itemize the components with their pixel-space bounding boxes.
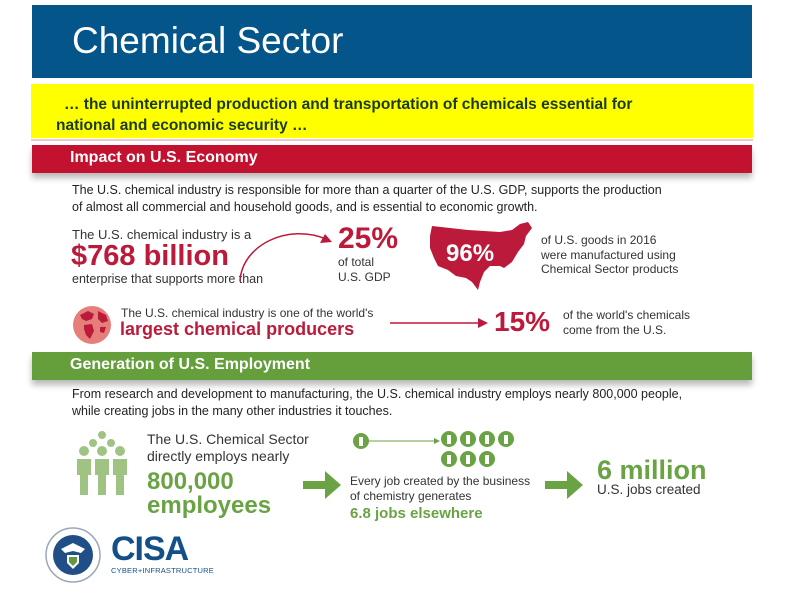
tagline: … the uninterrupted production and trans… <box>56 94 746 136</box>
producer-highlight: largest chemical producers <box>120 319 355 339</box>
industry-value: $768 billion <box>71 240 229 272</box>
title-bar <box>32 5 752 78</box>
world-text: of the world's chemicals come from the U… <box>563 308 690 337</box>
green-arrow-icon <box>303 471 341 499</box>
world-percent: 15% <box>494 306 551 337</box>
employment-intro: From research and development to manufac… <box>72 386 682 419</box>
total-jobs-label: U.S. jobs created <box>597 482 701 497</box>
employment-section-header: Generation of U.S. Employment <box>32 352 752 380</box>
goods-text: of U.S. goods in 2016 were manufactured … <box>541 233 678 277</box>
goods-line-3: Chemical Sector products <box>541 262 679 276</box>
tagline-line-2: national and economic security … <box>56 117 308 134</box>
tagline-line-1: … the uninterrupted production and trans… <box>64 96 633 113</box>
economy-intro-line-1: The U.S. chemical industry is responsibl… <box>72 183 662 197</box>
goods-line-2: were manufactured using <box>541 247 676 262</box>
green-arrow-icon <box>545 471 583 499</box>
economy-intro: The U.S. chemical industry is responsibl… <box>72 182 662 215</box>
cisa-subtitle: CYBER+INFRASTRUCTURE <box>111 566 214 575</box>
employment-intro-line-1: From research and development to manufac… <box>72 387 683 401</box>
world-line-2: come from the U.S. <box>563 322 667 337</box>
economy-section-title: Impact on U.S. Economy <box>70 149 258 166</box>
every-job-line-2: of chemistry generates <box>350 488 472 503</box>
total-jobs-value: 6 million <box>597 455 707 485</box>
every-job-line-1: Every job created by the business <box>350 474 531 488</box>
gdp-label-line-2: U.S. GDP <box>338 269 391 284</box>
sector-text: The U.S. Chemical Sector directly employ… <box>147 431 309 465</box>
page-title: Chemical Sector <box>72 20 344 61</box>
economy-section-header: Impact on U.S. Economy <box>32 145 752 173</box>
usa-map-icon <box>430 222 532 290</box>
dhs-seal-icon <box>45 527 101 583</box>
sector-line-2: directly employs nearly <box>147 448 290 464</box>
gdp-label: of total U.S. GDP <box>338 255 391 284</box>
employees-count: 800,000 employees <box>147 470 271 518</box>
industry-suffix: enterprise that supports more than <box>72 272 264 286</box>
goods-line-1: of U.S. goods in 2016 <box>541 233 657 247</box>
people-group-icon <box>77 431 127 495</box>
industry-label: The U.S. chemical industry is a <box>72 227 252 242</box>
globe-icon <box>73 306 111 344</box>
arrow-right-icon <box>390 318 488 328</box>
jobs-elsewhere: 6.8 jobs elsewhere <box>350 505 483 522</box>
gdp-label-line-1: of total <box>338 255 375 269</box>
sector-line-1: The U.S. Chemical Sector <box>147 431 309 447</box>
producer-text: The U.S. chemical industry is one of the… <box>121 306 374 320</box>
gdp-percent: 25% <box>338 222 399 255</box>
divider <box>31 139 753 141</box>
employment-section-title: Generation of U.S. Employment <box>70 356 311 373</box>
tagline-banner <box>31 84 753 138</box>
every-job-text: Every job created by the business of che… <box>350 474 530 503</box>
employees-value: 800,000 <box>147 468 234 495</box>
economy-intro-line-2: of almost all commercial and household g… <box>72 199 538 214</box>
curved-arrow-icon <box>239 233 332 282</box>
cisa-logo: CISA <box>111 530 189 568</box>
employment-intro-line-2: while creating jobs in the many other in… <box>72 403 393 418</box>
jobs-multiplier-icon <box>353 431 514 467</box>
world-line-1: of the world's chemicals <box>563 308 691 322</box>
goods-percent: 96% <box>446 240 495 267</box>
employees-label: employees <box>147 492 272 519</box>
